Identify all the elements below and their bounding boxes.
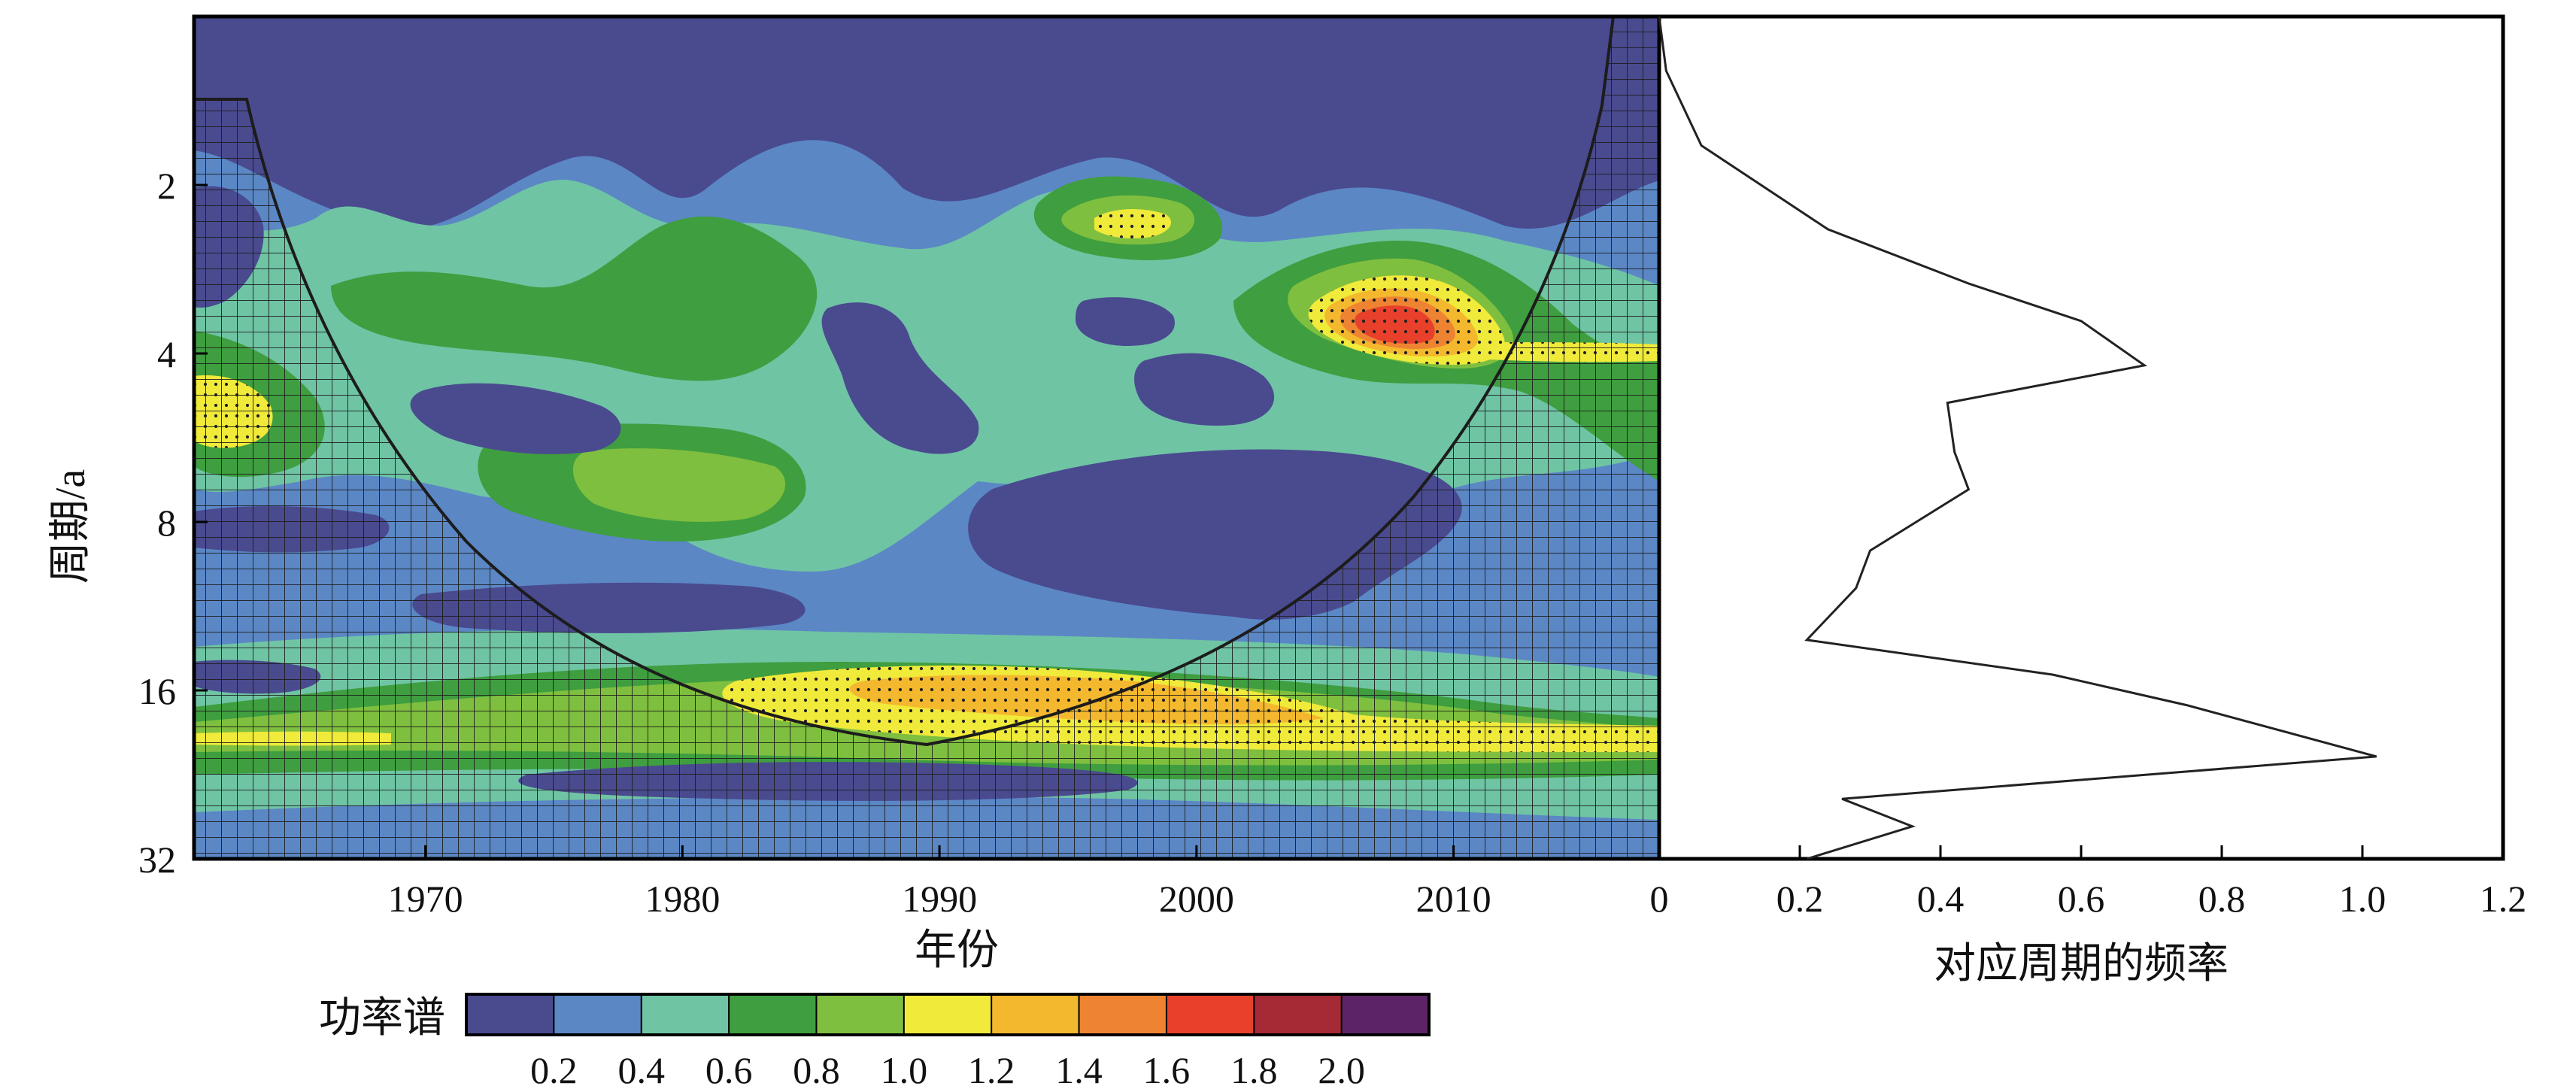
colorbar-tick-label: 1.0 [881, 1049, 928, 1091]
colorbar-swatch [640, 993, 730, 1036]
wavelet-y-tick-label: 2 [157, 165, 176, 207]
wavelet-y-tick-label: 32 [138, 839, 176, 881]
power-island-low-1 [410, 383, 621, 454]
colorbar-tick-label: 1.4 [1055, 1049, 1103, 1091]
colorbar-swatch [903, 993, 993, 1036]
colorbar-tick-label: 1.2 [968, 1049, 1015, 1091]
colorbar-tick-label: 0.6 [705, 1049, 753, 1091]
frequency-x-axis-title: 对应周期的频率 [1934, 941, 2229, 987]
wavelet-x-tick-label: 1980 [645, 878, 720, 920]
wavelet-x-tick-label: 1990 [902, 878, 977, 920]
wavelet-y-tick-label: 16 [138, 670, 176, 712]
wavelet-x-tick-label: 2000 [1159, 878, 1234, 920]
stipple-region-right [1308, 275, 1505, 365]
colorbar-tick-label: 1.6 [1143, 1049, 1191, 1091]
frequency-x-tick-label: 0.4 [1917, 878, 1965, 920]
wavelet-x-axis-title: 年份 [915, 927, 999, 974]
cone-of-influence-line [194, 17, 1615, 747]
colorbar-swatches [466, 993, 1431, 1036]
wavelet-x-tick-label: 1970 [388, 878, 463, 920]
wavelet-y-tick-label: 8 [157, 502, 176, 544]
frequency-x-tick-label: 1.2 [2480, 878, 2527, 920]
colorbar-ticks: 0.2 0.4 0.6 0.8 1.0 1.2 1.4 1.6 1.8 2.0 [530, 1049, 1365, 1091]
frequency-x-tick-label: 0.2 [1776, 878, 1824, 920]
colorbar-tick-label: 0.8 [793, 1049, 840, 1091]
colorbar-label: 功率谱 [319, 995, 445, 1042]
colorbar-frame [465, 993, 1431, 1036]
colorbar-swatch [815, 993, 906, 1036]
wavelet-y-tick-label: 4 [157, 333, 176, 375]
frequency-panel: 0 0.2 0.4 0.6 0.8 1.0 1.2 对应周期的频率 [1650, 14, 2527, 987]
colorbar-tick-label: 0.2 [530, 1049, 578, 1091]
cone-of-influence-hatch [194, 17, 1659, 859]
wavelet-plot-area [194, 17, 1659, 859]
power-island-low-5 [1076, 297, 1175, 346]
power-contour-lightgreen-left [572, 448, 786, 522]
frequency-x-tick-label: 1.0 [2339, 878, 2386, 920]
colorbar-swatch [1340, 993, 1431, 1036]
wavelet-y-ticks: 2 4 8 16 32 [138, 165, 208, 881]
colorbar-swatch [1165, 993, 1255, 1036]
frequency-x-ticks: 0 0.2 0.4 0.6 0.8 1.0 1.2 [1650, 845, 2527, 920]
wavelet-x-ticks: 1970 1980 1990 2000 2010 [388, 845, 1491, 920]
colorbar-tick-label: 0.4 [617, 1049, 665, 1091]
colorbar-swatch [466, 993, 555, 1036]
colorbar: 功率谱 0.2 0.4 0.6 0.8 1.0 1.2 1.4 1.6 1.8 2.0 [319, 993, 1431, 1091]
colorbar-swatch [553, 993, 643, 1036]
power-island-low-4 [1134, 353, 1275, 426]
frequency-x-tick-label: 0.6 [2058, 878, 2105, 920]
colorbar-swatch [1253, 993, 1343, 1036]
frequency-x-tick-label: 0.8 [2198, 878, 2246, 920]
wavelet-x-tick-label: 2010 [1416, 878, 1491, 920]
power-island-low-2 [821, 302, 979, 454]
stipple-region-top [1094, 209, 1172, 238]
power-contour-green-upper [331, 216, 818, 381]
colorbar-tick-label: 1.8 [1230, 1049, 1278, 1091]
colorbar-swatch [1078, 993, 1168, 1036]
wavelet-y-axis-title: 周期/a [47, 469, 94, 584]
colorbar-tick-label: 2.0 [1318, 1049, 1365, 1091]
frequency-axes-frame [1657, 14, 2505, 861]
colorbar-swatch [991, 993, 1081, 1036]
frequency-x-tick-label: 0 [1650, 878, 1669, 920]
frequency-series-line [1658, 16, 2377, 860]
colorbar-swatch [728, 993, 818, 1036]
wavelet-panel: 1970 1980 1990 2000 2010 2 4 8 16 32 年份 周期/a [47, 14, 1661, 974]
